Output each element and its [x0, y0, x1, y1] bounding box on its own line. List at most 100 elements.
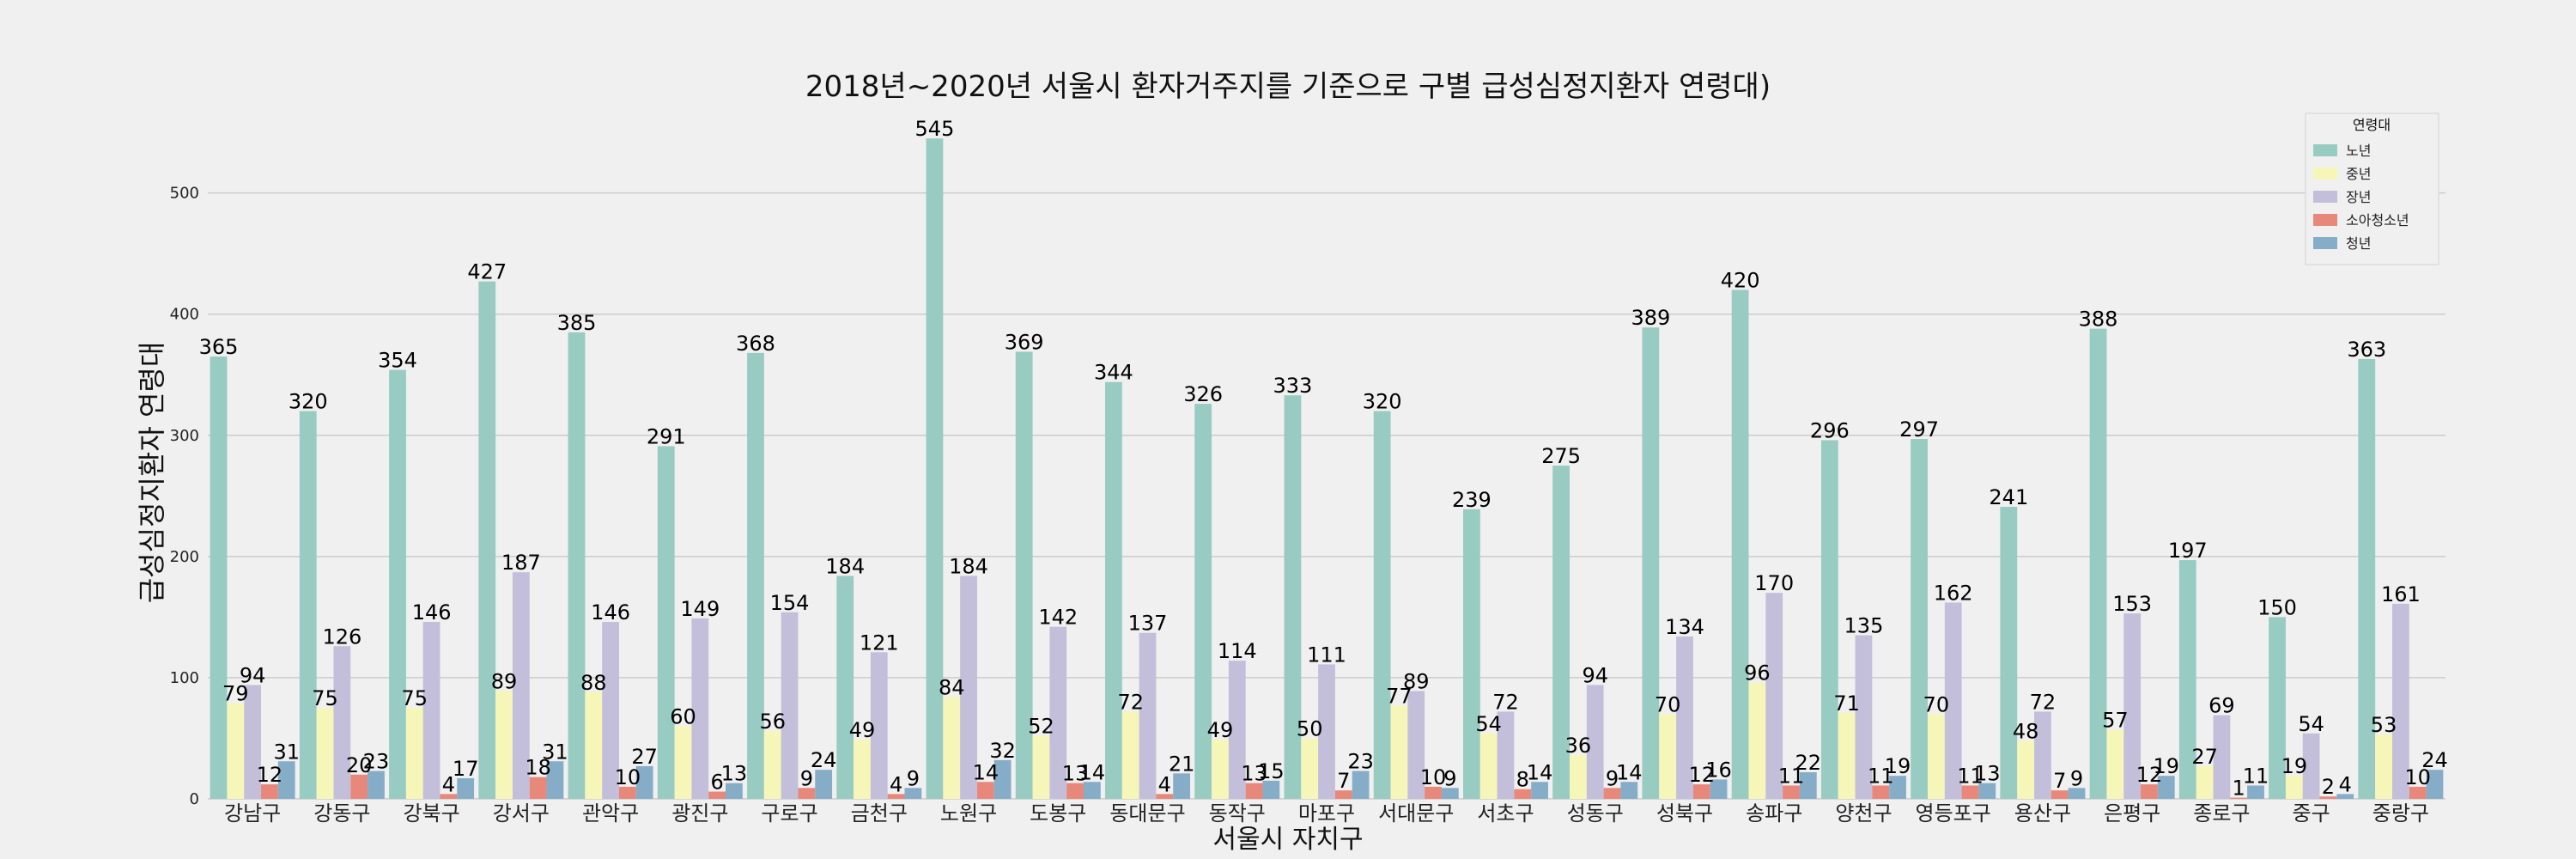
x-tick-label: 서초구	[1477, 801, 1534, 825]
bar	[1425, 786, 1442, 799]
data-label: 94	[1582, 663, 1608, 687]
data-label: 161	[2381, 582, 2421, 606]
bar	[1105, 381, 1122, 799]
data-label: 89	[1403, 669, 1430, 693]
data-label: 150	[2257, 595, 2297, 619]
bar	[1301, 738, 1319, 799]
data-label: 368	[736, 332, 775, 356]
data-label: 239	[1452, 488, 1492, 512]
bar	[495, 691, 513, 799]
data-label: 184	[825, 554, 865, 578]
data-label: 6	[710, 771, 723, 795]
bar	[836, 576, 854, 799]
data-label: 32	[989, 739, 1016, 763]
bar	[960, 576, 977, 799]
bar-group	[1642, 327, 1728, 799]
data-label: 11	[1778, 764, 1805, 788]
legend-title: 연령대	[2353, 117, 2391, 133]
bar-group	[657, 446, 743, 799]
bar	[512, 572, 530, 799]
bar	[1352, 771, 1370, 799]
data-label: 369	[1005, 330, 1044, 354]
bar	[1083, 782, 1101, 799]
bar-group	[836, 576, 922, 799]
x-tick-label: 용산구	[2014, 801, 2071, 825]
data-label: 10	[1420, 765, 1447, 789]
bar	[708, 791, 726, 799]
data-label: 7	[2053, 769, 2066, 793]
data-label: 14	[1527, 760, 1553, 784]
bar-group	[1911, 439, 1996, 799]
x-tick-label: 종로구	[2193, 801, 2250, 825]
bar	[1603, 788, 1621, 799]
bar	[1212, 739, 1229, 799]
bar	[1373, 411, 1391, 799]
data-label: 79	[222, 682, 249, 706]
data-label: 72	[1492, 690, 1519, 714]
bar	[926, 138, 944, 800]
data-label: 420	[1721, 269, 1760, 293]
bar	[1173, 773, 1191, 799]
data-label: 48	[2013, 719, 2039, 743]
data-label: 10	[615, 765, 641, 789]
data-label: 126	[322, 624, 361, 649]
data-label: 344	[1094, 361, 1133, 385]
bar	[618, 786, 636, 799]
legend-entry: 청년	[2346, 235, 2371, 252]
bar	[1497, 711, 1515, 799]
bar	[389, 369, 406, 799]
data-label: 27	[631, 745, 658, 769]
data-label: 149	[680, 597, 720, 621]
data-label: 297	[1899, 417, 1939, 442]
data-label: 70	[1655, 692, 1681, 716]
bar	[1015, 351, 1033, 800]
data-label: 146	[591, 600, 630, 624]
data-label: 88	[580, 671, 607, 695]
bar	[781, 612, 799, 799]
bar	[2285, 776, 2303, 799]
y-tick-label: 400	[170, 306, 199, 324]
bar	[210, 356, 228, 799]
data-label: 23	[363, 750, 390, 774]
data-label: 31	[542, 740, 568, 764]
bar	[405, 708, 423, 799]
bar	[2358, 358, 2376, 799]
bar	[244, 685, 262, 799]
data-label: 9	[907, 766, 920, 790]
bar-group	[2358, 358, 2444, 799]
legend-swatch	[2313, 168, 2337, 180]
x-tick-label: 관악구	[582, 801, 639, 825]
bar	[1066, 783, 1084, 799]
data-label: 19	[1885, 754, 1911, 778]
bar	[1479, 733, 1498, 799]
data-label: 291	[647, 424, 686, 448]
bar	[657, 446, 675, 799]
data-label: 11	[1957, 764, 1984, 788]
data-label: 137	[1128, 612, 1168, 636]
bar	[2426, 770, 2444, 799]
bar	[815, 770, 833, 799]
x-tick-label: 구로구	[761, 801, 817, 825]
bar	[1692, 784, 1710, 799]
bar	[440, 794, 458, 799]
bar-group	[2089, 328, 2175, 800]
bar	[854, 739, 871, 799]
x-tick-label: 중랑구	[2372, 801, 2429, 825]
bar	[1570, 755, 1587, 799]
data-label: 388	[2079, 308, 2118, 332]
bar	[1552, 466, 1571, 799]
bar-group	[2178, 560, 2264, 799]
data-label: 275	[1541, 444, 1581, 468]
bar	[1156, 794, 1174, 799]
y-tick-label: 300	[170, 427, 199, 445]
bar	[529, 777, 547, 799]
data-label: 385	[557, 311, 597, 335]
data-label: 326	[1183, 382, 1223, 406]
bar	[1765, 593, 1783, 799]
bar	[2157, 776, 2175, 799]
bar	[2106, 729, 2124, 799]
bar	[299, 411, 317, 799]
data-label: 84	[939, 676, 965, 700]
legend-entry: 장년	[2346, 189, 2371, 205]
bar	[1049, 626, 1067, 799]
